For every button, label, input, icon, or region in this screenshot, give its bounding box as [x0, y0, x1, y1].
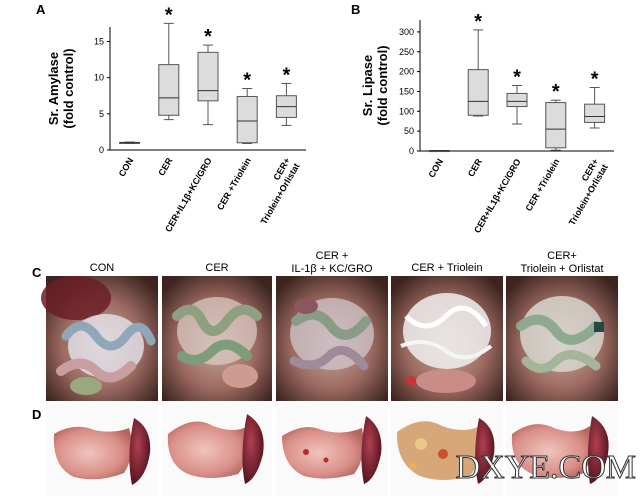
abdomen-photo — [41, 276, 158, 401]
panel-letter-b: B — [351, 2, 360, 17]
box-plot: * — [467, 11, 489, 117]
abdomen-photo — [391, 276, 503, 401]
y-tick-label: 50 — [404, 126, 414, 136]
photo-column-title: CER + — [316, 250, 349, 262]
box-plot — [119, 141, 141, 144]
significance-star: * — [591, 68, 599, 90]
panel-letter-a: A — [36, 2, 46, 17]
box-iqr — [506, 92, 528, 108]
x-category-label: CER +Triolein — [215, 156, 253, 212]
pancreas-photo — [506, 404, 618, 496]
box-iqr — [236, 95, 258, 144]
photo-column-title: CER — [205, 262, 228, 274]
box-plot: * — [545, 81, 567, 151]
x-category-label-line: CER +Triolein — [215, 156, 253, 212]
y-tick-label: 10 — [94, 73, 104, 83]
significance-star: * — [552, 81, 560, 103]
y-axis-label: Sr. Lipase(fold control) — [360, 45, 390, 125]
x-category-label: CER — [156, 156, 174, 178]
pancreas-photo — [162, 404, 272, 496]
x-category-label-line: CER — [156, 156, 174, 178]
y-tick-label: 5 — [99, 109, 104, 119]
x-category-label-line: CON — [117, 156, 136, 178]
box-iqr — [158, 64, 180, 116]
box-iqr — [467, 69, 489, 116]
pancreas-photo — [46, 404, 158, 496]
photo-column-title: CER + Triolein — [411, 262, 482, 274]
y-tick-label: 250 — [399, 47, 414, 57]
photo-column-title: IL-1β + KC/GRO — [291, 263, 373, 275]
y-axis-label-line: Sr. Amylase — [46, 52, 61, 125]
box-iqr — [545, 102, 567, 149]
x-category-label: CER+Triolein+Orlistat — [249, 156, 302, 226]
box-plot: * — [584, 68, 606, 129]
amylase-chart: 0 5 10 15 Sr. Amylase(fold control) CON * CER * C… — [46, 4, 306, 234]
y-tick-label: 100 — [399, 106, 414, 116]
significance-star: * — [474, 11, 482, 33]
significance-star: * — [165, 4, 173, 26]
abdomen-photo-row — [41, 276, 618, 401]
y-tick-label: 0 — [99, 145, 104, 155]
x-category-label: CER — [466, 157, 484, 179]
box-iqr — [197, 51, 219, 102]
box-plot: * — [197, 26, 219, 126]
x-category-label: CON — [117, 156, 136, 178]
box-iqr — [584, 103, 606, 123]
x-category-label-line: CER +Triolein — [523, 157, 561, 213]
significance-star: * — [513, 67, 521, 89]
box-plot: * — [158, 4, 180, 121]
y-tick-label: 300 — [399, 27, 414, 37]
x-category-label-line: CER — [466, 157, 484, 179]
box-plot: * — [236, 70, 258, 144]
x-category-label-line: CON — [426, 157, 445, 179]
x-category-label: CER +Triolein — [523, 157, 561, 213]
y-axis-label-line: (fold control) — [375, 45, 390, 125]
box-plot: * — [506, 67, 528, 125]
y-axis-label-line: Sr. Lipase — [360, 55, 375, 116]
lipase-chart: 0 50 100 150 200 250 300 Sr. Lipase(fold contro… — [360, 11, 614, 235]
pancreas-photo — [276, 404, 388, 496]
significance-star: * — [283, 64, 291, 86]
photo-column-title: CER+ — [547, 250, 577, 262]
photo-column-titles: CON CER CER +IL-1β + KC/GRO CER + Triolein C… — [90, 250, 604, 275]
x-category-label: CER+Triolein+Orlistat — [557, 157, 610, 227]
photo-column-title: CON — [90, 262, 115, 274]
abdomen-photo — [506, 276, 618, 401]
watermark: DXYE.COM — [456, 449, 636, 486]
box-plot — [428, 150, 450, 153]
y-axis-label: Sr. Amylase(fold control) — [46, 48, 76, 128]
x-category-label: CON — [426, 157, 445, 179]
pancreas-photo — [391, 404, 503, 496]
y-tick-label: 0 — [409, 146, 414, 156]
abdomen-photo — [162, 276, 272, 401]
y-axis-label-line: (fold control) — [61, 48, 76, 128]
box-plot: * — [275, 64, 297, 126]
photo-column-title: Triolein + Orlistat — [520, 263, 603, 275]
panel-letter-c: C — [32, 265, 42, 280]
significance-star: * — [204, 26, 212, 48]
y-tick-label: 150 — [399, 86, 414, 96]
pancreas-photo-row — [46, 404, 618, 496]
significance-star: * — [243, 70, 251, 92]
panel-letter-d: D — [32, 407, 41, 422]
y-tick-label: 200 — [399, 67, 414, 77]
abdomen-photo — [276, 276, 388, 401]
y-tick-label: 15 — [94, 36, 104, 46]
